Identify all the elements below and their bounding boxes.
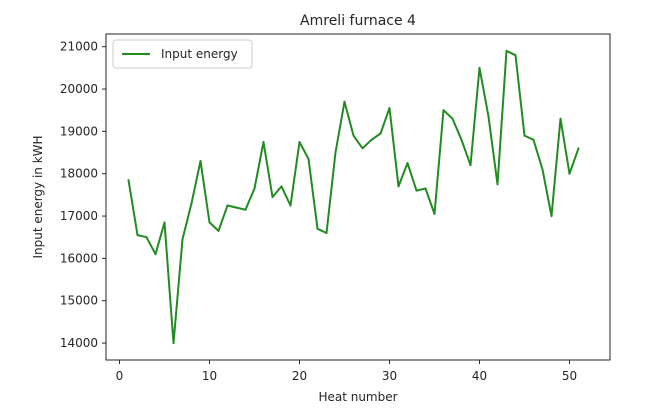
data-point: [181, 238, 184, 241]
data-point: [541, 168, 544, 171]
data-point: [433, 212, 436, 215]
x-tick-label: 0: [116, 369, 124, 383]
x-tick-label: 10: [202, 369, 217, 383]
x-axis-ticks: 0 10 20 30 40 50: [116, 360, 577, 383]
x-tick-label: 50: [562, 369, 577, 383]
x-axis-label: Heat number: [318, 390, 397, 404]
data-point: [442, 109, 445, 112]
data-point: [505, 49, 508, 52]
data-point: [325, 231, 328, 234]
data-point: [235, 206, 238, 209]
y-axis-ticks: 14000 15000 16000 17000 18000 19000 20000 21000: [60, 40, 106, 350]
data-point: [298, 140, 301, 143]
data-point: [226, 204, 229, 207]
data-point: [406, 162, 409, 165]
data-point: [145, 236, 148, 239]
data-point: [316, 227, 319, 230]
data-point: [478, 66, 481, 69]
data-point: [253, 187, 256, 190]
data-point: [568, 172, 571, 175]
y-tick-label: 15000: [60, 294, 98, 308]
data-point: [289, 204, 292, 207]
y-axis-label: Input energy in kWH: [31, 135, 45, 258]
data-point: [217, 229, 220, 232]
data-point: [550, 215, 553, 218]
data-point: [559, 117, 562, 120]
legend: Input energy: [112, 39, 253, 69]
data-point: [280, 185, 283, 188]
chart-title: Amreli furnace 4: [300, 13, 416, 29]
x-tick-label: 30: [382, 369, 397, 383]
data-point: [334, 151, 337, 154]
data-point: [343, 100, 346, 103]
data-point: [577, 147, 580, 150]
data-point: [532, 138, 535, 141]
y-tick-label: 14000: [60, 336, 98, 350]
data-point: [136, 234, 139, 237]
y-tick-label: 21000: [60, 40, 98, 54]
data-point: [127, 179, 130, 182]
data-point: [397, 185, 400, 188]
data-point: [451, 117, 454, 120]
legend-label-input-energy: Input energy: [161, 47, 238, 61]
data-point: [514, 54, 517, 57]
data-point: [496, 183, 499, 186]
data-point: [424, 187, 427, 190]
data-point: [487, 115, 490, 118]
data-point: [388, 107, 391, 110]
x-tick-label: 20: [292, 369, 307, 383]
data-point: [199, 160, 202, 163]
data-point: [154, 253, 157, 256]
series-layer: [127, 49, 580, 345]
x-tick-label: 40: [472, 369, 487, 383]
y-tick-label: 19000: [60, 124, 98, 138]
data-point: [262, 140, 265, 143]
y-tick-label: 18000: [60, 167, 98, 181]
legend-box: [112, 39, 253, 69]
data-point: [469, 164, 472, 167]
data-point: [379, 132, 382, 135]
data-point: [523, 134, 526, 137]
data-point: [370, 138, 373, 141]
data-point: [163, 221, 166, 224]
y-tick-label: 20000: [60, 82, 98, 96]
y-tick-label: 16000: [60, 251, 98, 265]
data-point: [361, 147, 364, 150]
data-point: [208, 221, 211, 224]
data-point: [352, 134, 355, 137]
data-point: [172, 342, 175, 345]
data-point: [307, 157, 310, 160]
data-point: [415, 189, 418, 192]
y-tick-label: 17000: [60, 209, 98, 223]
data-point: [190, 202, 193, 205]
data-point: [460, 138, 463, 141]
data-point: [271, 196, 274, 198]
plot-area-frame: [105, 33, 611, 361]
data-point: [244, 208, 247, 211]
